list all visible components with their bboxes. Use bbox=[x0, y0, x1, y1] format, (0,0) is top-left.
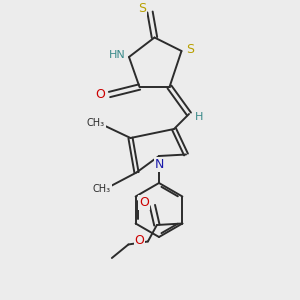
Text: S: S bbox=[186, 43, 194, 56]
Text: O: O bbox=[96, 88, 105, 101]
Text: CH₃: CH₃ bbox=[93, 184, 111, 194]
Text: H: H bbox=[195, 112, 204, 122]
Text: S: S bbox=[139, 2, 146, 16]
Text: HN: HN bbox=[109, 50, 126, 61]
Text: N: N bbox=[155, 158, 164, 171]
Text: CH₃: CH₃ bbox=[87, 118, 105, 128]
Text: O: O bbox=[134, 233, 144, 247]
Text: O: O bbox=[139, 196, 149, 209]
